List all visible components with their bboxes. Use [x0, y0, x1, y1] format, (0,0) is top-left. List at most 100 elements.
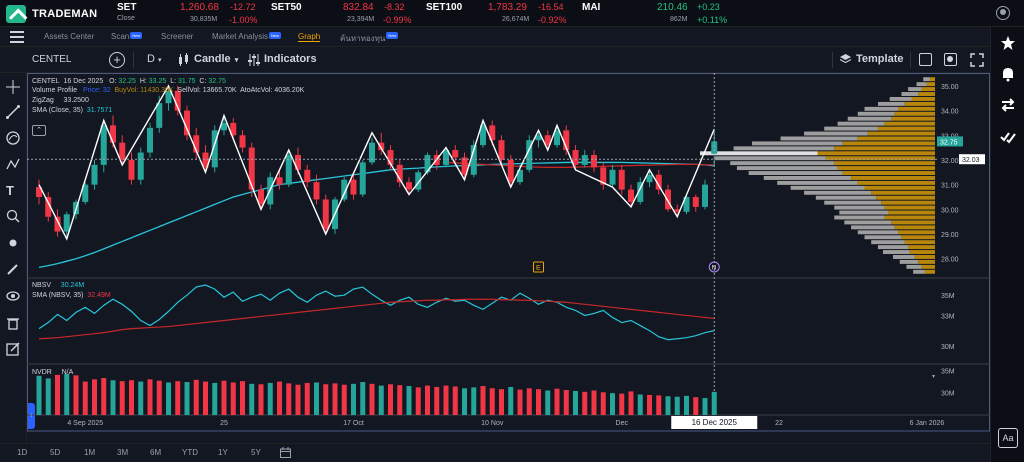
range-1y[interactable]: 1Y [218, 448, 228, 457]
nbsv-label: NBSV [32, 282, 51, 289]
ticker-mai[interactable]: MAI 210.46 +0.23 862M +0.11% [582, 2, 722, 26]
ticker-price: 1,260.68 [180, 2, 219, 13]
template-button[interactable]: Template [856, 53, 903, 65]
swap-icon[interactable] [1000, 97, 1016, 113]
ticker-set[interactable]: SET Close 1,260.68 -12.72 30,835M -1.00% [117, 2, 257, 26]
nbsv-sma-legend[interactable]: SMA (NBSV, 35) 32.49M [32, 292, 111, 299]
profile-sell-bar [906, 265, 921, 269]
range-bar: 1D 5D 1M 3M 6M YTD 1Y 5Y [0, 443, 990, 462]
range-6m[interactable]: 6M [150, 448, 161, 457]
screenshot-icon[interactable] [944, 53, 957, 66]
chart-type-select[interactable]: Candle ▾ [194, 53, 238, 65]
logo-icon [6, 5, 26, 23]
legend-l-label: L: [170, 78, 176, 85]
new-badge: New [130, 32, 142, 39]
toolbar-divider [133, 52, 134, 68]
bell-icon[interactable] [1000, 66, 1016, 82]
brush-icon[interactable] [6, 262, 20, 276]
fullscreen-icon[interactable] [970, 53, 984, 67]
symbol-input[interactable]: CENTEL [32, 54, 71, 65]
profile-buy-bar [843, 171, 935, 175]
crosshair-icon[interactable] [6, 80, 20, 94]
profile-sell-bar [700, 151, 818, 155]
ticker-set100[interactable]: SET100 1,783.29 -16.54 26,674M -0.92% [426, 2, 566, 26]
nav-graph[interactable]: Graph [298, 32, 320, 42]
nvdr-bar [638, 395, 643, 415]
nvdr-bar [305, 383, 310, 415]
profile-sell-bar [913, 270, 925, 274]
brand-logo[interactable]: TRADEMAN [6, 5, 97, 23]
nav-market-analysis-label: Market Analysis [212, 32, 268, 41]
time-tick-label: 4 Sep 2025 [67, 420, 103, 427]
nvdr-bar [203, 382, 208, 415]
range-5y[interactable]: 5Y [251, 448, 261, 457]
profile-buy-bar [891, 220, 935, 224]
ticker-set50[interactable]: SET50 832.84 -8.32 23,394M -0.99% [271, 2, 411, 26]
candle-body [508, 160, 514, 182]
nvdr-bar [277, 382, 282, 415]
add-symbol-button[interactable]: + [109, 52, 125, 68]
profile-buy-bar [851, 176, 935, 180]
nvdr-bar [222, 381, 227, 415]
range-5d[interactable]: 5D [50, 448, 60, 457]
font-size-button[interactable]: Aa [998, 428, 1018, 448]
candle-body [64, 214, 70, 231]
profile-buy-bar [881, 201, 935, 205]
profile-sell-bar [834, 216, 884, 220]
range-3m[interactable]: 3M [117, 448, 128, 457]
sma-label: SMA (Close, 35) [32, 107, 83, 114]
checklist-icon[interactable] [1000, 129, 1016, 145]
range-ytd[interactable]: YTD [182, 448, 198, 457]
zoom-icon[interactable] [6, 209, 20, 223]
sma-legend[interactable]: SMA (Close, 35) 31.7571 [32, 107, 112, 114]
profile-sell-bar [900, 260, 918, 264]
profile-sell-bar [865, 107, 899, 111]
fib-tool-icon[interactable] [6, 131, 20, 145]
indicators-button[interactable]: Indicators [264, 53, 317, 65]
interval-select[interactable]: D ▾ [147, 53, 161, 65]
ticker-percent: +0.11% [697, 15, 727, 25]
nbsv-sma-label: SMA (NBSV, 35) [32, 292, 84, 299]
nav-find-funds[interactable]: ค้นหาทองทุน New [340, 32, 398, 45]
nvdr-bar [675, 397, 680, 415]
pattern-tool-icon[interactable] [6, 157, 20, 171]
nvdr-legend[interactable]: NVDR N/A [32, 369, 73, 376]
layout-square-icon[interactable] [919, 53, 932, 66]
nvdr-bar [379, 386, 384, 415]
text-tool-icon[interactable]: T [6, 183, 20, 197]
calendar-icon[interactable] [280, 447, 291, 458]
nvdr-bar [286, 383, 291, 415]
edit-icon[interactable] [6, 342, 20, 356]
range-1d[interactable]: 1D [17, 448, 27, 457]
collapse-legend-button[interactable]: ⌃ [32, 125, 46, 136]
profile-buy-bar [858, 136, 935, 140]
range-1m[interactable]: 1M [84, 448, 95, 457]
trash-icon[interactable] [6, 316, 20, 330]
star-icon[interactable] [1000, 35, 1016, 51]
trend-line-icon[interactable] [6, 105, 20, 119]
volume-profile-legend[interactable]: Volume Profile Price: 32 BuyVol: 11430.3… [32, 87, 304, 94]
profile-sell-bar [883, 250, 910, 254]
user-avatar-icon[interactable] [996, 6, 1010, 20]
menu-icon[interactable] [10, 31, 24, 43]
profile-buy-bar [912, 97, 936, 101]
candle-body [129, 160, 135, 180]
price-chart[interactable]: 35.0034.0033.0032.0031.0030.0029.0028.00… [27, 73, 990, 443]
eye-icon[interactable] [6, 289, 20, 303]
marker-dot-icon[interactable] [6, 236, 20, 250]
profile-sell-bar [838, 122, 885, 126]
nav-scan[interactable]: Scan New [111, 32, 142, 41]
nbsv-legend[interactable]: NBSV 30.24M [32, 282, 84, 289]
nav-screener[interactable]: Screener [161, 32, 193, 41]
profile-buy-bar [871, 191, 935, 195]
profile-sell-bar [878, 245, 908, 249]
candle-body [582, 155, 588, 165]
profile-sell-bar [917, 82, 927, 86]
nvdr-bar [453, 386, 458, 415]
layers-icon [840, 54, 851, 65]
zigzag-legend[interactable]: ZigZag 33.2500 [32, 97, 89, 104]
nav-assets-center[interactable]: Assets Center [44, 32, 94, 41]
ticker-percent: -0.99% [383, 15, 412, 25]
profile-sell-bar [871, 240, 905, 244]
nav-market-analysis[interactable]: Market Analysis New [212, 32, 281, 41]
